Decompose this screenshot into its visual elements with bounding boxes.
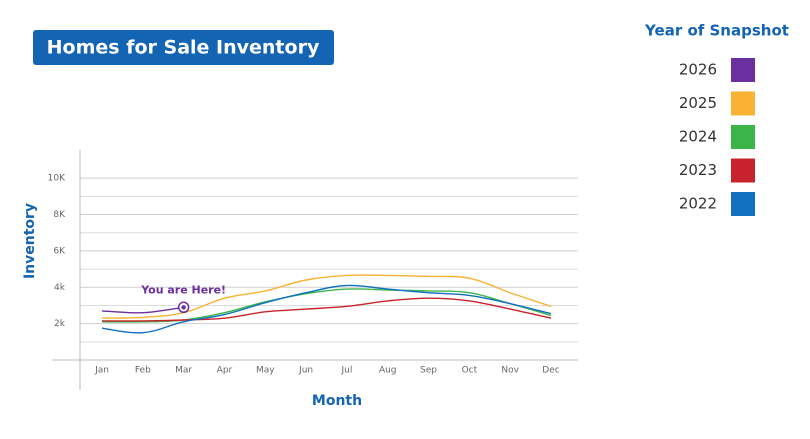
chart-title: Homes for Sale Inventory — [47, 37, 320, 59]
annotation-marker-dot — [181, 305, 186, 310]
x-tick-label: Feb — [135, 366, 151, 376]
x-tick-label: Jul — [340, 366, 352, 376]
series-line — [101, 306, 184, 314]
legend-swatch — [731, 125, 755, 149]
x-tick-label: Oct — [462, 366, 478, 376]
x-tick-label: Nov — [501, 366, 519, 376]
x-tick-label: Mar — [175, 366, 192, 376]
y-tick-label: 10K — [48, 174, 66, 184]
x-tick-label: Sep — [420, 366, 437, 376]
legend-label: 2024 — [679, 128, 717, 146]
legend-title: Year of Snapshot — [644, 22, 789, 40]
legend-label: 2025 — [679, 94, 717, 112]
y-tick-label: 4k — [54, 283, 66, 293]
legend-label: 2022 — [679, 195, 717, 213]
y-tick-label: 8K — [53, 210, 66, 220]
series-line — [101, 284, 552, 334]
x-tick-label: Jun — [298, 366, 313, 376]
legend-label: 2026 — [679, 61, 717, 79]
x-axis-label: Month — [312, 393, 362, 409]
y-tick-label: 6K — [53, 246, 66, 256]
x-tick-label: Jan — [94, 366, 109, 376]
series-line — [101, 274, 552, 319]
annotation: You are Here! — [140, 283, 226, 296]
legend-swatch — [731, 58, 755, 82]
x-tick-label: Apr — [217, 366, 233, 376]
x-tick-label: Dec — [542, 366, 559, 376]
x-tick-label: May — [256, 366, 275, 376]
y-axis-label: Inventory — [22, 203, 38, 279]
legend-label: 2023 — [679, 161, 717, 179]
x-tick-label: Aug — [379, 366, 397, 376]
legend-swatch — [731, 158, 755, 183]
y-tick-label: 2k — [54, 319, 66, 329]
series-line — [101, 297, 552, 322]
legend-swatch — [731, 192, 755, 216]
title-box — [33, 30, 334, 65]
legend-swatch — [731, 91, 755, 116]
